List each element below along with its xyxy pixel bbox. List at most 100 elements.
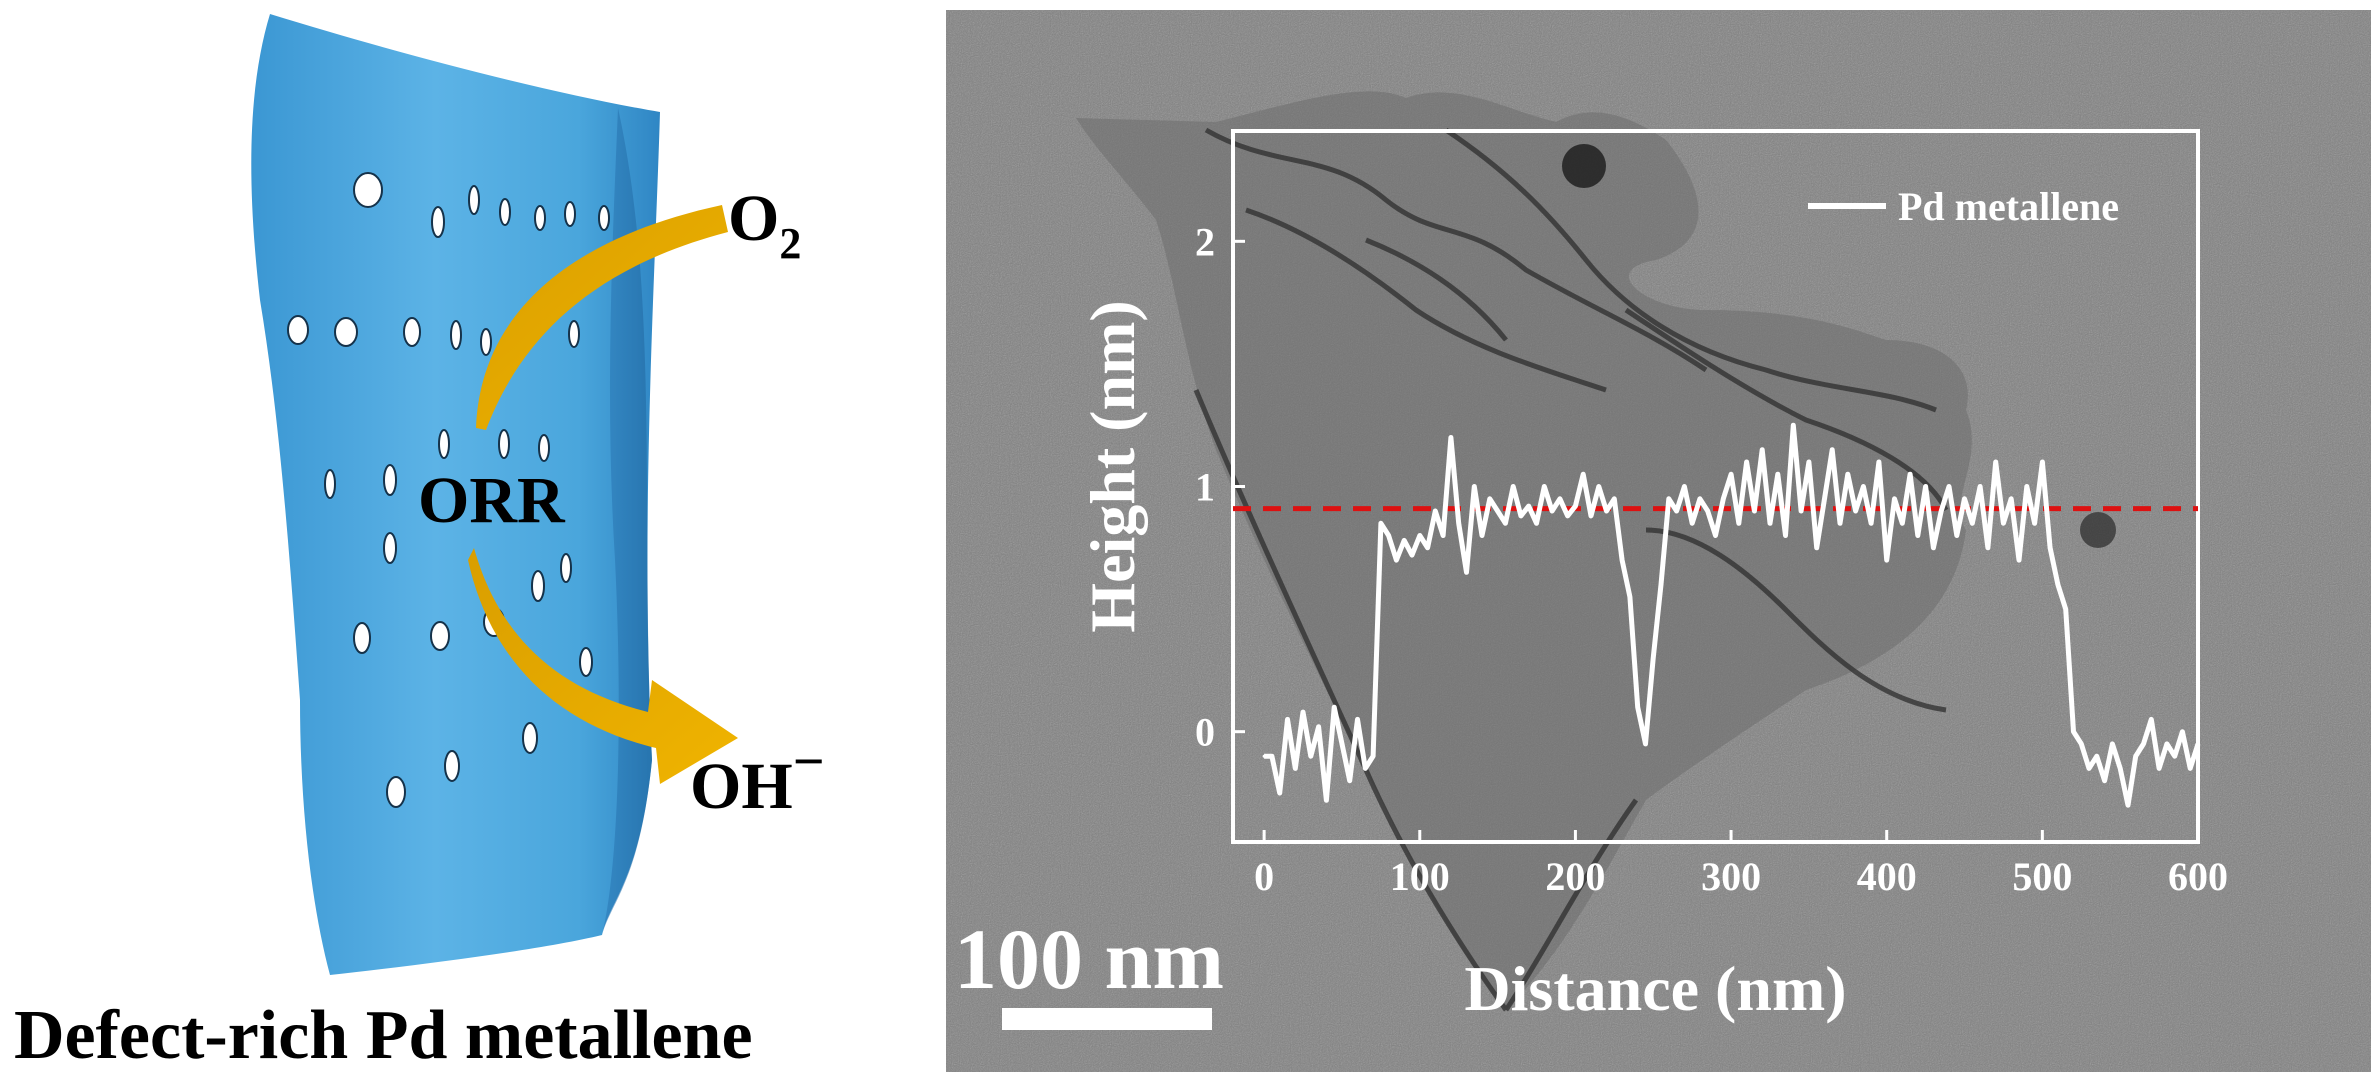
data-point <box>2149 717 2153 721</box>
x-tick-label: 100 <box>1390 854 1450 899</box>
particle-cluster-2 <box>2080 512 2116 548</box>
data-point <box>1348 779 1352 783</box>
particle-cluster <box>1562 144 1606 188</box>
data-point <box>1994 460 1998 464</box>
o2-label: O2 <box>728 182 801 268</box>
data-point <box>2188 766 2192 770</box>
data-point <box>1581 472 1585 476</box>
data-point <box>1675 509 1679 513</box>
data-point <box>1558 497 1562 501</box>
data-point <box>2071 730 2075 734</box>
data-point <box>1963 497 1967 501</box>
x-tick-label: 0 <box>1254 854 1274 899</box>
data-point <box>1784 534 1788 538</box>
data-point <box>1698 497 1702 501</box>
metallene-sheet <box>251 14 661 975</box>
data-point <box>1472 485 1476 488</box>
data-point <box>2110 742 2114 746</box>
data-point <box>1869 521 1873 525</box>
o2-subscript: 2 <box>779 219 801 268</box>
data-point <box>1822 497 1826 501</box>
data-point <box>1317 725 1321 729</box>
data-point <box>1356 717 1360 721</box>
data-point <box>2126 803 2130 807</box>
data-point <box>1363 766 1367 770</box>
data-point <box>1612 497 1616 501</box>
data-point <box>1457 521 1461 525</box>
data-point <box>1846 472 1850 476</box>
data-point <box>1620 558 1624 562</box>
data-point <box>1908 472 1912 476</box>
data-point <box>1892 497 1896 501</box>
oh-arrow <box>468 548 738 784</box>
orr-label: ORR <box>418 464 566 537</box>
data-point <box>1916 534 1920 538</box>
data-point <box>1636 705 1640 709</box>
x-tick-label: 400 <box>1857 854 1917 899</box>
data-point <box>2196 742 2200 746</box>
x-tick-label: 300 <box>1701 854 1761 899</box>
data-point <box>1293 766 1297 770</box>
data-point <box>1752 509 1756 513</box>
data-point <box>1496 509 1500 513</box>
data-point <box>2048 546 2052 550</box>
data-point <box>2095 754 2099 758</box>
data-point <box>2087 766 2091 770</box>
data-point <box>1877 460 1881 464</box>
data-point <box>1441 534 1445 538</box>
data-point <box>1760 448 1764 452</box>
data-point <box>1628 595 1632 599</box>
data-point <box>1776 472 1780 476</box>
nanosheet-silhouette <box>1076 91 1972 1011</box>
data-point <box>1667 497 1671 501</box>
data-point <box>2134 754 2138 758</box>
scale-bar-label: 100 nm <box>954 911 1224 1007</box>
data-point <box>1449 435 1453 439</box>
data-point <box>1737 521 1741 525</box>
data-point <box>2001 521 2005 525</box>
data-point <box>1270 754 1274 758</box>
data-point <box>1371 754 1375 758</box>
tem-image: 0 100 200 300 400 500 600 0 1 2 Distance (nm) Heigh… <box>946 10 2371 1072</box>
data-point <box>1721 497 1725 501</box>
data-point <box>1573 504 1577 508</box>
y-tick-label: 0 <box>1195 710 1215 755</box>
data-point <box>1714 534 1717 538</box>
data-point <box>1301 710 1305 714</box>
data-point <box>1745 460 1749 464</box>
data-point <box>1332 705 1336 709</box>
data-point <box>1978 485 1982 488</box>
data-point <box>2157 766 2161 770</box>
data-point <box>1605 509 1609 513</box>
data-point <box>1955 534 1959 538</box>
scheme-caption: Defect-rich Pd metallene <box>14 997 753 1074</box>
data-point <box>1706 509 1710 513</box>
data-point <box>1791 423 1795 427</box>
metallene-scheme: O2 ORR OH− Defect-rich Pd metallene <box>14 14 825 1074</box>
data-point <box>1488 497 1492 501</box>
data-point <box>1799 509 1803 513</box>
data-point <box>1861 485 1865 488</box>
data-point <box>1651 656 1655 660</box>
data-point <box>2165 742 2169 746</box>
data-point <box>1931 546 1935 550</box>
data-point <box>1426 546 1430 550</box>
data-point <box>1278 791 1282 795</box>
y-tick-label: 2 <box>1195 219 1215 264</box>
data-point <box>1643 742 1647 746</box>
data-point <box>1418 534 1422 538</box>
y-tick-label: 1 <box>1195 465 1215 510</box>
data-point <box>1394 558 1398 562</box>
data-point <box>1854 509 1858 513</box>
data-point <box>2064 607 2068 611</box>
data-point <box>1947 485 1951 488</box>
data-point <box>1830 448 1834 452</box>
data-point <box>1309 754 1313 758</box>
data-point <box>1597 485 1601 488</box>
data-point <box>2056 583 2060 587</box>
data-point <box>1589 514 1593 518</box>
data-point <box>1838 521 1842 525</box>
data-point <box>1285 717 1289 721</box>
x-tick-label: 600 <box>2168 854 2228 899</box>
data-point <box>1690 521 1694 525</box>
